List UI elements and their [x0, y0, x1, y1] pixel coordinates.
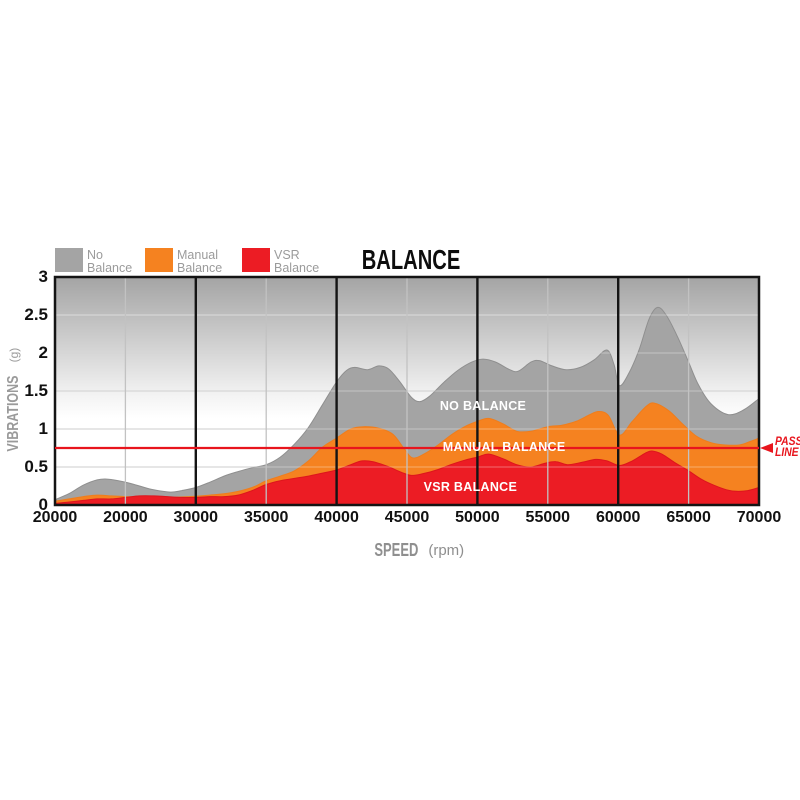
no-balance-swatch-icon	[55, 248, 83, 272]
x-tick-label: 65000	[666, 509, 711, 526]
y-tick-label: 0	[38, 495, 48, 514]
y-tick-label: 0.5	[24, 457, 48, 476]
y-tick-label: 2.5	[24, 305, 48, 324]
area-label-vsr-balance: VSR BALANCE	[423, 479, 518, 494]
x-tick-label: 70000	[736, 509, 782, 526]
x-axis-title: SPEED (rpm)	[374, 540, 465, 560]
legend-label-no-balance: No Balance	[87, 248, 133, 275]
y-tick-label: 3	[38, 267, 48, 286]
legend-label-manual-balance: Manual Balance	[177, 248, 223, 275]
x-tick-label: 20000	[103, 509, 148, 526]
y-tick-label: 1	[38, 419, 48, 438]
x-tick-label: 55000	[525, 509, 571, 526]
chart-title: BALANCE	[361, 244, 461, 275]
x-tick-label: 30000	[173, 509, 219, 526]
y-tick-label: 2	[38, 343, 48, 362]
legend-label-vsr-balance: VSR Balance	[274, 248, 320, 275]
x-tick-label: 20000	[32, 509, 78, 526]
legend-item-no-balance: No Balance	[55, 248, 132, 274]
y-axis-title: VIBRATIONS (g)	[4, 347, 22, 452]
pass-line-arrow-icon	[760, 443, 773, 453]
legend-item-vsr-balance: VSR Balance	[242, 248, 319, 274]
pass-line-label: PASS LINE	[775, 436, 800, 459]
y-tick-label: 1.5	[24, 381, 48, 400]
manual-balance-swatch-icon	[145, 248, 173, 272]
x-tick-label: 35000	[243, 509, 289, 526]
area-label-no-balance: NO BALANCE	[439, 399, 527, 414]
area-label-manual-balance: MANUAL BALANCE	[442, 440, 566, 455]
x-tick-label: 50000	[455, 509, 500, 526]
x-tick-label: 60000	[595, 509, 641, 526]
vsr-balance-swatch-icon	[242, 248, 270, 272]
x-tick-label: 40000	[314, 509, 359, 526]
legend-item-manual-balance: Manual Balance	[145, 248, 222, 274]
x-tick-label: 45000	[384, 509, 430, 526]
